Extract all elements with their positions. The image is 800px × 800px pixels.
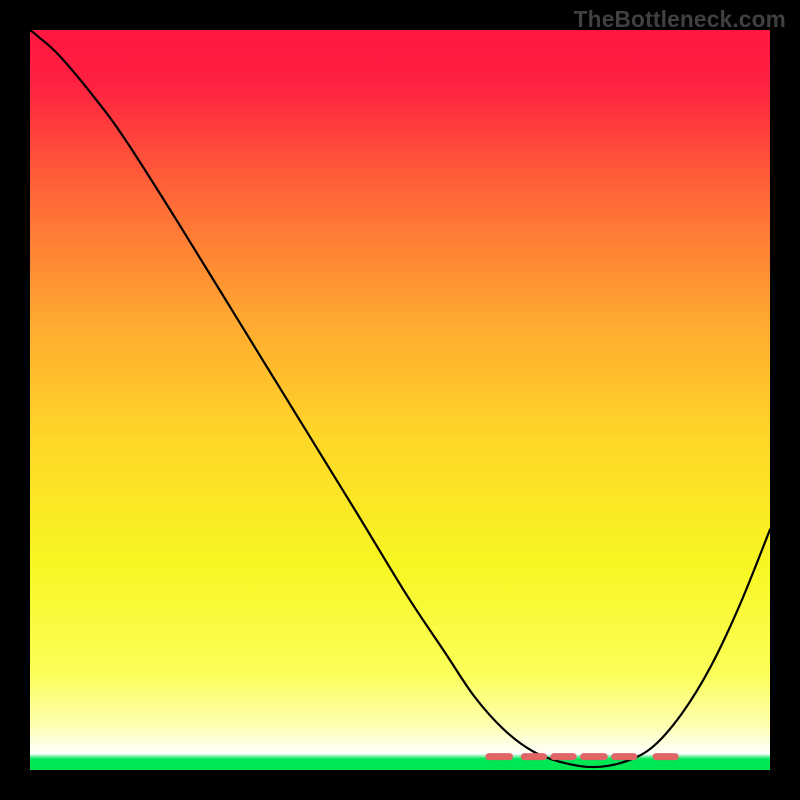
watermark-text: TheBottleneck.com <box>574 6 786 33</box>
chart-svg <box>30 30 770 770</box>
chart-frame: TheBottleneck.com <box>0 0 800 800</box>
gradient-background <box>30 30 770 770</box>
plot-area <box>30 30 770 770</box>
